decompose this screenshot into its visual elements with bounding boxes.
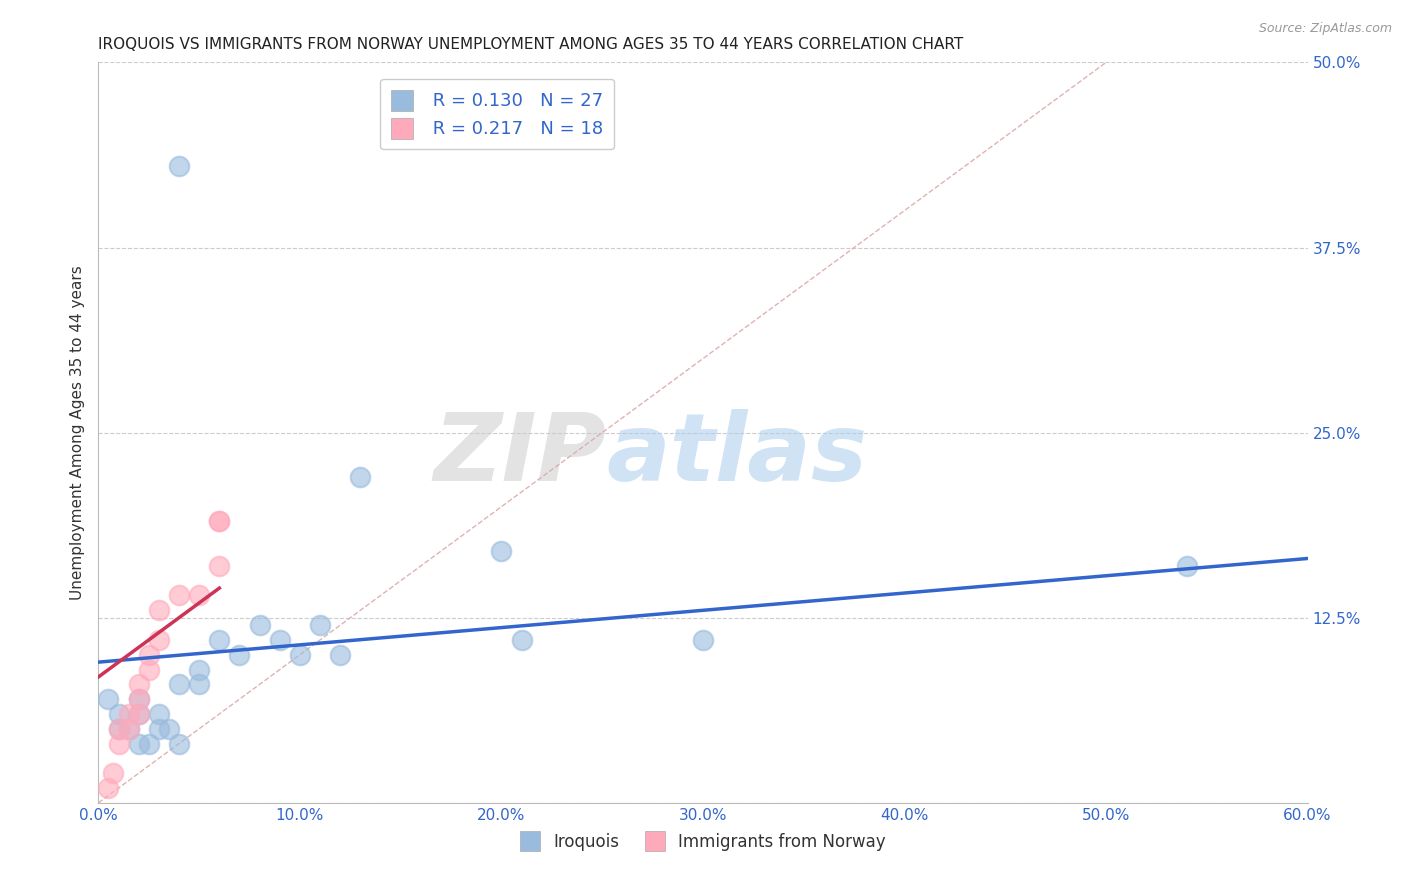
Point: [329, 648, 352, 662]
Point: [107, 722, 129, 736]
Point: [97, 780, 120, 795]
Point: [309, 618, 332, 632]
Point: [1175, 558, 1198, 573]
Point: [138, 648, 160, 662]
Point: [167, 589, 190, 603]
Point: [167, 159, 190, 173]
Text: ZIP: ZIP: [433, 409, 606, 500]
Point: [128, 692, 150, 706]
Point: [249, 618, 271, 632]
Point: [148, 722, 170, 736]
Point: [491, 544, 513, 558]
Point: [138, 663, 160, 677]
Point: [128, 677, 150, 691]
Point: [128, 706, 150, 721]
Legend: Iroquois, Immigrants from Norway: Iroquois, Immigrants from Norway: [513, 825, 893, 857]
Point: [97, 692, 120, 706]
Text: IROQUOIS VS IMMIGRANTS FROM NORWAY UNEMPLOYMENT AMONG AGES 35 TO 44 YEARS CORREL: IROQUOIS VS IMMIGRANTS FROM NORWAY UNEMP…: [98, 37, 963, 52]
Point: [188, 677, 211, 691]
Text: Source: ZipAtlas.com: Source: ZipAtlas.com: [1258, 22, 1392, 36]
Point: [208, 558, 231, 573]
Point: [107, 737, 129, 751]
Point: [148, 603, 170, 617]
Point: [208, 515, 231, 529]
Point: [107, 706, 129, 721]
Point: [228, 648, 250, 662]
Point: [148, 706, 170, 721]
Point: [118, 722, 141, 736]
Point: [107, 722, 129, 736]
Point: [692, 632, 714, 647]
Point: [118, 706, 141, 721]
Point: [148, 632, 170, 647]
Text: atlas: atlas: [606, 409, 868, 500]
Point: [510, 632, 533, 647]
Point: [128, 737, 150, 751]
Point: [128, 692, 150, 706]
Point: [288, 648, 311, 662]
Point: [208, 632, 231, 647]
Point: [157, 722, 180, 736]
Point: [208, 515, 231, 529]
Point: [128, 706, 150, 721]
Point: [167, 737, 190, 751]
Y-axis label: Unemployment Among Ages 35 to 44 years: Unemployment Among Ages 35 to 44 years: [69, 265, 84, 600]
Point: [101, 766, 124, 780]
Point: [118, 722, 141, 736]
Point: [138, 737, 160, 751]
Point: [269, 632, 291, 647]
Point: [349, 470, 371, 484]
Point: [188, 663, 211, 677]
Point: [188, 589, 211, 603]
Point: [167, 677, 190, 691]
